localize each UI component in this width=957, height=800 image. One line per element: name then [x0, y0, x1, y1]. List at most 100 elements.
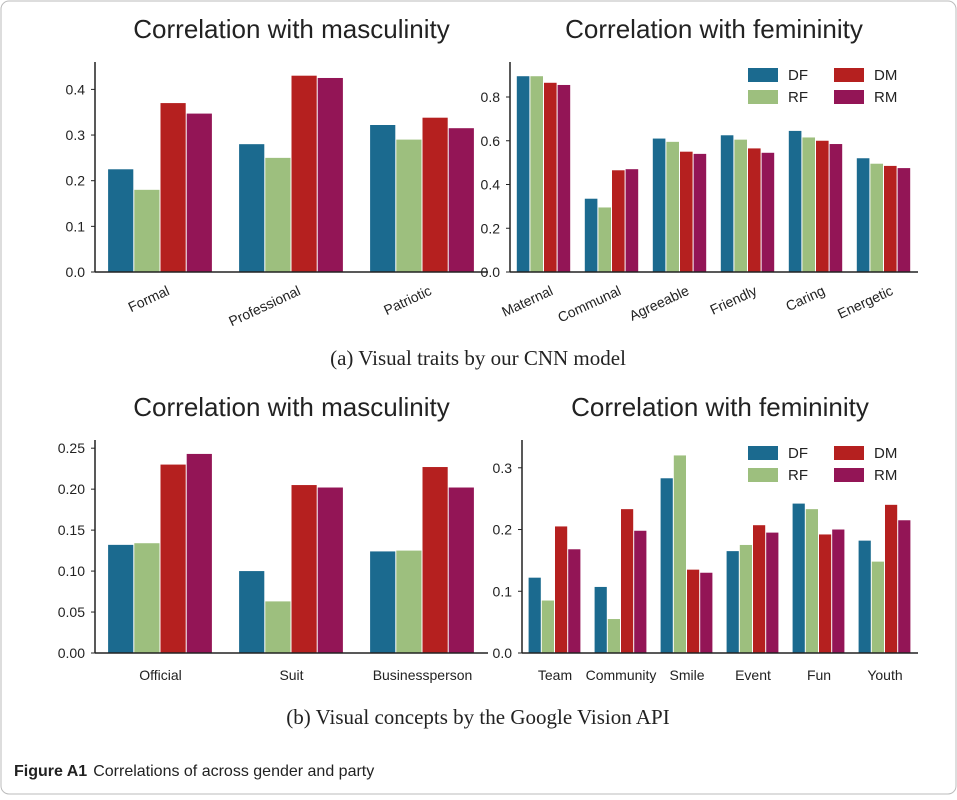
x-tick-label: Official — [139, 667, 182, 683]
x-tick-label: Team — [538, 667, 572, 683]
bar — [761, 152, 775, 272]
legend-label: DM — [874, 67, 897, 84]
legend-label: RM — [874, 89, 897, 106]
figure-text: Correlations of across gender and party — [93, 763, 374, 780]
bar — [739, 544, 752, 653]
bar — [396, 550, 422, 653]
legend-swatch — [748, 68, 778, 82]
bar — [134, 543, 160, 653]
bar — [766, 532, 779, 653]
y-tick-label: 0.10 — [58, 563, 85, 579]
y-tick-label: 0.2 — [66, 173, 86, 189]
bar — [816, 140, 829, 272]
bar — [819, 534, 832, 653]
bar — [687, 569, 700, 653]
bar — [856, 158, 870, 272]
y-tick-label: 0.2 — [481, 220, 501, 236]
legend-swatch — [748, 468, 778, 482]
bar — [422, 467, 448, 653]
bar — [700, 572, 713, 653]
y-tick-label: 0.8 — [481, 89, 501, 105]
bar — [720, 135, 734, 272]
bar — [884, 165, 897, 272]
bar — [598, 207, 611, 272]
bar — [396, 139, 422, 272]
bar — [652, 138, 666, 272]
y-tick-label: 0.05 — [58, 604, 85, 620]
y-tick-label: 0.1 — [493, 583, 513, 599]
y-tick-label: 0.4 — [481, 177, 501, 193]
bar — [555, 526, 568, 653]
bar — [291, 75, 317, 273]
bar — [557, 84, 571, 272]
bar — [885, 504, 898, 653]
x-tick-label: Event — [735, 667, 771, 683]
bar — [239, 571, 265, 653]
bar — [832, 529, 845, 653]
bar — [634, 530, 647, 653]
bar — [594, 586, 607, 653]
bar — [541, 600, 554, 653]
bar — [607, 619, 620, 653]
bar — [317, 487, 343, 653]
figure-caption: Figure A1 Correlations of across gender a… — [14, 763, 374, 780]
y-tick-label: 0.15 — [58, 522, 85, 538]
bar — [516, 76, 530, 272]
bar — [108, 544, 134, 653]
bar — [370, 551, 396, 653]
bar — [748, 148, 761, 272]
bar — [239, 144, 265, 272]
legend-label: DF — [788, 67, 808, 84]
legend-label: DM — [874, 445, 897, 462]
chart-title: Correlation with masculinity — [133, 392, 449, 422]
bar — [726, 551, 739, 653]
bar — [370, 125, 396, 272]
legend-swatch — [834, 90, 864, 104]
bar — [612, 170, 625, 272]
bar — [530, 76, 543, 272]
legend-swatch — [748, 90, 778, 104]
bar — [265, 157, 291, 272]
x-tick-label: Suit — [279, 667, 303, 683]
bar — [802, 137, 815, 272]
legend-swatch — [834, 446, 864, 460]
bar — [897, 168, 911, 272]
bar — [673, 455, 686, 653]
bar — [186, 113, 212, 272]
bar — [544, 82, 557, 272]
chart-title: Correlation with masculinity — [133, 14, 449, 44]
y-tick-label: 0.20 — [58, 481, 85, 497]
x-tick-label: Community — [586, 667, 657, 683]
bar — [160, 103, 186, 272]
bar — [680, 151, 693, 272]
bar — [528, 577, 541, 653]
bar — [871, 561, 884, 653]
figure-label: Figure A1 — [14, 763, 87, 780]
bar — [134, 189, 160, 272]
bar — [186, 453, 212, 653]
bar — [788, 130, 802, 272]
bar — [160, 464, 186, 653]
subcaption: (b) Visual concepts by the Google Vision… — [286, 705, 669, 729]
bar — [858, 540, 871, 653]
y-tick-label: 0.4 — [66, 81, 86, 97]
bar — [291, 485, 317, 653]
y-tick-label: 0.3 — [66, 127, 86, 143]
bar — [568, 549, 581, 653]
legend-swatch — [834, 468, 864, 482]
y-tick-label: 0.0 — [66, 264, 86, 280]
x-tick-label: Businessperson — [373, 667, 473, 683]
bar — [621, 509, 634, 653]
y-tick-label: 0.0 — [493, 645, 513, 661]
y-tick-label: 0.2 — [493, 522, 513, 538]
bar — [265, 601, 291, 653]
bar — [829, 144, 843, 272]
chart-title: Correlation with femininity — [571, 392, 869, 422]
chart-title: Correlation with femininity — [565, 14, 863, 44]
bar — [422, 117, 448, 273]
y-tick-label: 0.0 — [481, 264, 501, 280]
x-tick-label: Youth — [867, 667, 902, 683]
bar — [448, 128, 474, 272]
bar — [660, 478, 673, 653]
bar — [448, 487, 474, 653]
